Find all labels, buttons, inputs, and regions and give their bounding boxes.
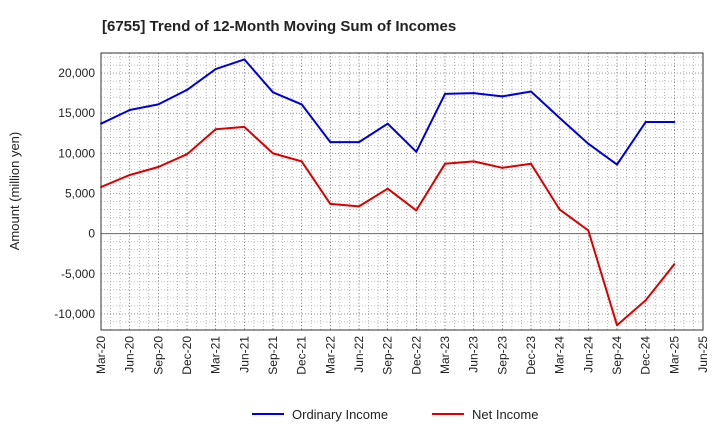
- data-point: [329, 141, 332, 144]
- y-tick-label: -5,000: [61, 267, 95, 281]
- data-point: [272, 91, 274, 94]
- data-point: [558, 117, 561, 120]
- plot-frame: [100, 52, 704, 331]
- data-point: [214, 68, 217, 71]
- x-tick-label: Jun-23: [467, 336, 481, 373]
- data-point: [673, 121, 676, 124]
- data-point: [128, 109, 131, 112]
- data-point: [415, 150, 418, 153]
- x-tick-label: Mar-25: [667, 336, 681, 374]
- y-tick-label: -10,000: [54, 307, 95, 321]
- series-line-ordinary-income: [100, 58, 675, 166]
- data-point: [616, 163, 618, 166]
- data-point: [128, 174, 131, 177]
- data-point: [530, 162, 532, 165]
- y-tick-label: 5,000: [65, 187, 95, 201]
- x-tick-label: Sep-24: [610, 336, 624, 375]
- data-point: [444, 162, 446, 165]
- x-tick-label: Jun-20: [123, 336, 137, 373]
- data-point: [415, 209, 418, 212]
- x-tick-label: Jun-25: [696, 336, 710, 373]
- y-axis: -10,000 -5,000 0 5,000 10,000 15,000 20,000: [54, 66, 95, 321]
- data-point: [100, 122, 102, 125]
- x-axis: Mar-20 Jun-20 Sep-20 Dec-20 Mar-21 Jun-21 Sep-…: [94, 336, 710, 375]
- data-point: [214, 128, 217, 131]
- data-point: [186, 88, 188, 91]
- x-tick-label: Jun-22: [352, 336, 366, 373]
- x-tick-label: Jun-24: [581, 336, 595, 373]
- data-point: [587, 142, 590, 145]
- data-point: [673, 263, 676, 266]
- data-point: [644, 121, 647, 124]
- data-point: [530, 90, 532, 93]
- y-tick-label: 10,000: [58, 146, 95, 160]
- plot-area: [100, 52, 704, 331]
- x-tick-label: Sep-21: [266, 336, 280, 375]
- legend-label-ordinary-income: Ordinary Income: [292, 407, 388, 422]
- x-tick-label: Dec-22: [409, 336, 423, 375]
- x-tick-label: Mar-24: [553, 336, 567, 374]
- data-point: [157, 103, 160, 106]
- data-point: [472, 160, 475, 163]
- y-axis-label: Amount (million yen): [7, 132, 22, 251]
- x-tick-label: Mar-21: [209, 336, 223, 374]
- x-tick-label: Dec-24: [639, 336, 653, 375]
- data-point: [501, 166, 504, 169]
- data-point: [501, 95, 504, 98]
- data-point: [444, 92, 446, 95]
- y-tick-label: 20,000: [58, 66, 95, 80]
- data-point: [300, 160, 303, 163]
- data-point: [243, 58, 246, 61]
- data-point: [186, 153, 188, 156]
- x-tick-label: Dec-23: [524, 336, 538, 375]
- data-point: [100, 186, 102, 189]
- data-point: [329, 202, 332, 205]
- x-tick-label: Mar-22: [323, 336, 337, 374]
- y-tick-label: 0: [88, 227, 95, 241]
- data-point: [243, 125, 246, 128]
- data-point: [358, 141, 360, 144]
- data-point: [587, 229, 590, 232]
- legend: Ordinary Income Net Income: [252, 407, 538, 422]
- x-tick-label: Sep-20: [151, 336, 165, 375]
- data-point: [616, 324, 618, 327]
- x-tick-label: Jun-21: [237, 336, 251, 373]
- data-point: [644, 299, 647, 302]
- x-tick-label: Dec-21: [295, 336, 309, 375]
- data-point: [358, 205, 360, 208]
- y-tick-label: 15,000: [58, 106, 95, 120]
- data-point: [157, 166, 160, 169]
- data-point: [300, 103, 303, 106]
- chart-title: [6755] Trend of 12-Month Moving Sum of I…: [102, 18, 456, 35]
- data-point: [558, 208, 561, 211]
- data-point: [386, 187, 389, 190]
- x-tick-label: Dec-20: [180, 336, 194, 375]
- data-point: [386, 122, 389, 125]
- data-point: [472, 92, 475, 95]
- data-point: [272, 152, 274, 155]
- x-tick-label: Sep-23: [495, 336, 509, 375]
- x-tick-label: Mar-20: [94, 336, 108, 374]
- legend-label-net-income: Net Income: [472, 407, 538, 422]
- x-tick-label: Mar-23: [438, 336, 452, 374]
- x-tick-label: Sep-22: [381, 336, 395, 375]
